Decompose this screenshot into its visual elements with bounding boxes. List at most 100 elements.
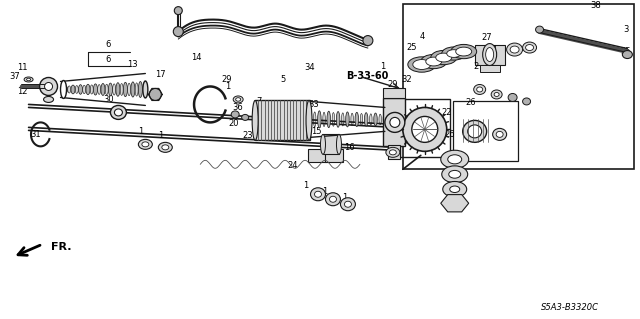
Text: 1: 1 <box>138 127 143 136</box>
Ellipse shape <box>379 114 381 125</box>
Ellipse shape <box>426 57 442 66</box>
Text: S5A3-B3320C: S5A3-B3320C <box>541 302 600 312</box>
Ellipse shape <box>252 100 258 140</box>
Circle shape <box>174 7 182 15</box>
Polygon shape <box>441 195 468 212</box>
Ellipse shape <box>508 93 517 101</box>
Ellipse shape <box>306 100 312 140</box>
Ellipse shape <box>369 114 372 125</box>
Ellipse shape <box>27 78 31 81</box>
Ellipse shape <box>408 57 436 72</box>
Ellipse shape <box>622 50 632 58</box>
Ellipse shape <box>510 46 519 53</box>
Ellipse shape <box>442 166 468 183</box>
Circle shape <box>412 116 438 142</box>
Ellipse shape <box>111 106 126 119</box>
Ellipse shape <box>450 186 460 192</box>
Text: 29: 29 <box>221 75 232 84</box>
Ellipse shape <box>523 98 531 105</box>
Text: 10: 10 <box>451 183 462 192</box>
Text: 3: 3 <box>624 25 629 34</box>
Text: 34: 34 <box>305 63 316 72</box>
Ellipse shape <box>523 42 536 53</box>
Ellipse shape <box>138 81 142 97</box>
Ellipse shape <box>323 112 325 127</box>
Ellipse shape <box>24 77 33 82</box>
Ellipse shape <box>162 145 169 150</box>
Text: 17: 17 <box>155 70 166 79</box>
Ellipse shape <box>355 112 358 127</box>
Text: 25: 25 <box>406 43 417 52</box>
Ellipse shape <box>115 109 122 116</box>
Ellipse shape <box>386 147 400 157</box>
Ellipse shape <box>342 113 344 126</box>
Ellipse shape <box>451 44 477 59</box>
Circle shape <box>403 108 447 151</box>
Text: 5: 5 <box>280 75 285 84</box>
Ellipse shape <box>314 112 316 127</box>
Ellipse shape <box>236 98 241 101</box>
Ellipse shape <box>120 84 123 95</box>
Ellipse shape <box>337 112 340 127</box>
Ellipse shape <box>413 60 431 70</box>
Ellipse shape <box>431 50 457 65</box>
Circle shape <box>149 88 161 100</box>
Text: 23: 23 <box>243 131 253 140</box>
Ellipse shape <box>346 112 349 127</box>
Circle shape <box>385 112 405 132</box>
Ellipse shape <box>389 150 396 155</box>
Bar <box>255 100 310 140</box>
Bar <box>383 88 405 99</box>
Text: 11: 11 <box>17 63 28 72</box>
Ellipse shape <box>486 48 493 62</box>
Text: 37: 37 <box>9 72 20 81</box>
Text: 6: 6 <box>106 55 111 64</box>
Ellipse shape <box>525 45 534 50</box>
Ellipse shape <box>233 96 243 103</box>
Bar <box>383 99 405 146</box>
Text: 35: 35 <box>620 47 630 56</box>
Circle shape <box>390 117 400 127</box>
Ellipse shape <box>63 85 67 93</box>
Bar <box>452 101 518 161</box>
Ellipse shape <box>360 114 363 125</box>
Ellipse shape <box>79 85 83 94</box>
Ellipse shape <box>124 82 127 97</box>
Ellipse shape <box>443 182 467 197</box>
Ellipse shape <box>158 142 172 152</box>
Ellipse shape <box>90 85 93 94</box>
Text: 7: 7 <box>257 97 262 106</box>
Bar <box>479 64 500 71</box>
Ellipse shape <box>314 191 321 197</box>
Text: 1: 1 <box>380 62 385 71</box>
Ellipse shape <box>108 83 113 96</box>
Ellipse shape <box>143 81 148 98</box>
Ellipse shape <box>83 85 86 94</box>
Ellipse shape <box>491 90 502 99</box>
Text: 15: 15 <box>311 127 321 136</box>
Ellipse shape <box>364 113 368 126</box>
Text: 27: 27 <box>481 33 492 42</box>
Circle shape <box>45 83 52 91</box>
Ellipse shape <box>441 150 468 168</box>
Circle shape <box>40 78 58 95</box>
Text: 20: 20 <box>228 119 239 128</box>
Ellipse shape <box>310 188 326 201</box>
Ellipse shape <box>344 201 351 207</box>
Text: 26: 26 <box>465 98 476 107</box>
Ellipse shape <box>448 155 461 164</box>
Ellipse shape <box>483 44 497 65</box>
Ellipse shape <box>131 82 135 97</box>
Text: 12: 12 <box>17 87 28 96</box>
Text: 1: 1 <box>387 90 392 99</box>
Ellipse shape <box>61 80 67 99</box>
Text: 31: 31 <box>30 130 41 139</box>
Text: 9: 9 <box>450 153 455 162</box>
Ellipse shape <box>68 86 71 93</box>
Text: 22: 22 <box>442 108 452 117</box>
Ellipse shape <box>101 84 105 95</box>
Text: 1: 1 <box>225 82 231 91</box>
Ellipse shape <box>447 50 461 57</box>
Ellipse shape <box>496 131 503 137</box>
Ellipse shape <box>420 55 447 69</box>
